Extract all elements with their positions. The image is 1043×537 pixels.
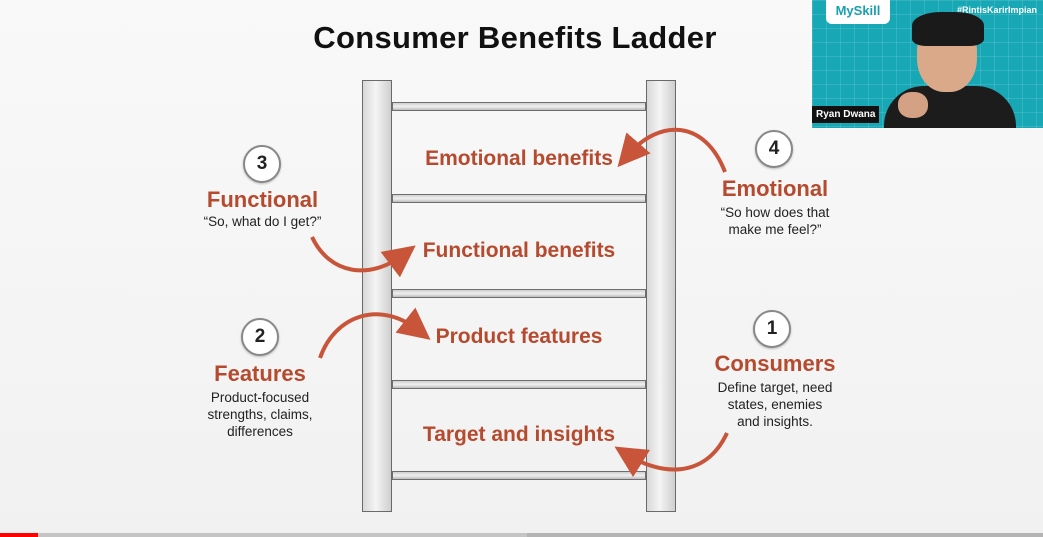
ladder-right-rail	[646, 80, 676, 512]
speaker-hand	[898, 92, 928, 118]
step-target-insights: Target and insights	[422, 423, 616, 446]
speaker-name-tag: Ryan Dwana	[812, 106, 880, 123]
video-progress-buffered	[0, 533, 527, 537]
step-emotional-benefits: Emotional benefits	[425, 147, 613, 170]
speaker-hair	[912, 12, 984, 46]
desc-line: “So how does that	[720, 205, 830, 220]
desc-line: make me feel?”	[728, 222, 822, 237]
desc-line: and insights.	[737, 414, 813, 429]
arrow-features	[318, 307, 431, 359]
brand-logo: MySkill	[826, 0, 890, 24]
ladder-rung	[392, 102, 646, 111]
ladder-rung	[392, 289, 646, 298]
callout-emotional-desc: “So how does that make me feel?”	[690, 204, 860, 238]
arrow-consumers	[614, 432, 729, 478]
desc-line: Product-focused	[210, 390, 310, 405]
callout-emotional-title: Emotional	[721, 176, 829, 201]
callout-functional-desc: “So, what do I get?”	[203, 214, 322, 229]
number-badge-4: 4	[755, 130, 793, 168]
number-badge-2: 2	[241, 318, 279, 356]
desc-line: differences	[227, 424, 293, 439]
arrow-emotional	[617, 127, 727, 173]
number-badge-1: 1	[753, 310, 791, 348]
desc-line: Define target, need	[717, 380, 833, 395]
hashtag-label: #RintisKarirImpian	[956, 5, 1037, 15]
step-functional-benefits: Functional benefits	[422, 239, 616, 262]
ladder-rung	[392, 380, 646, 389]
ladder-rung	[392, 194, 646, 203]
slide-title: Consumer Benefits Ladder	[313, 20, 717, 55]
callout-features-desc: Product-focused strengths, claims, diffe…	[185, 389, 335, 440]
ladder-left-rail	[362, 80, 392, 512]
callout-consumers-title: Consumers	[714, 351, 836, 376]
number-badge-3: 3	[243, 145, 281, 183]
callout-features-title: Features	[214, 361, 306, 386]
callout-consumers-desc: Define target, need states, enemies and …	[695, 379, 855, 430]
arrow-functional	[310, 236, 416, 278]
desc-line: strengths, claims,	[207, 407, 313, 422]
webcam-overlay: MySkill #RintisKarirImpian Ryan Dwana	[812, 0, 1043, 128]
step-product-features: Product features	[435, 325, 603, 348]
callout-functional-title: Functional	[206, 187, 319, 212]
desc-line: states, enemies	[727, 397, 823, 412]
video-progress-played[interactable]	[0, 533, 38, 537]
